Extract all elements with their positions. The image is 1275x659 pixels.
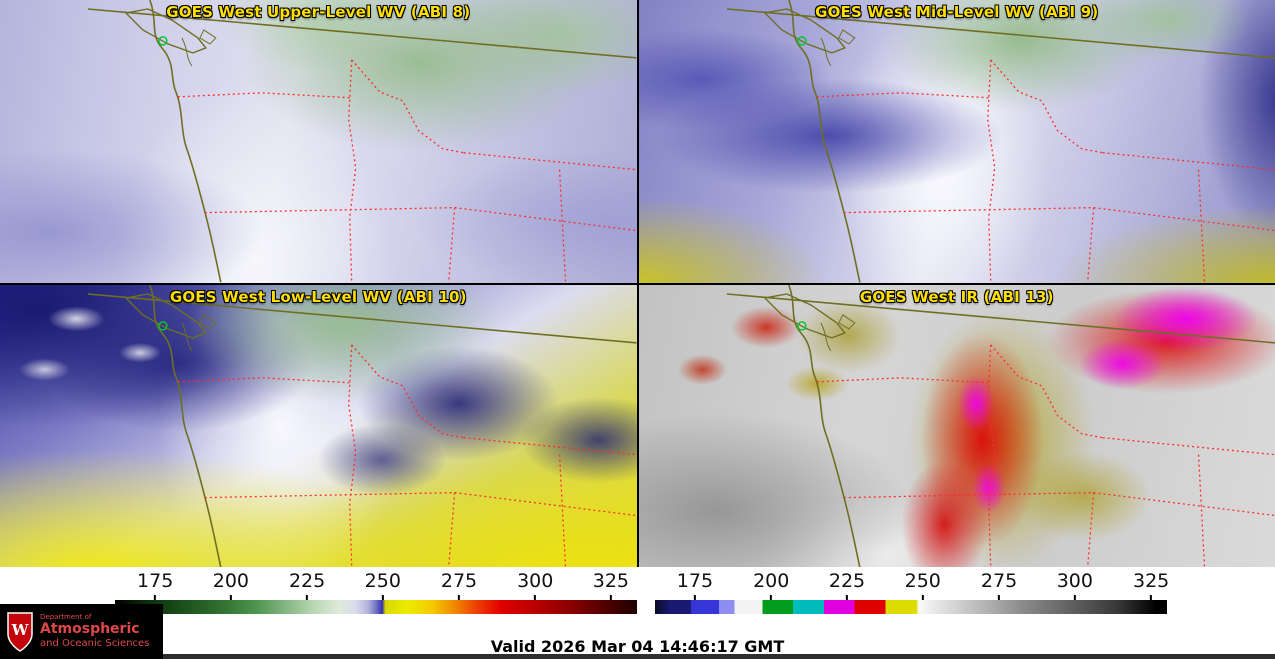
- panel-title: GOES West Upper-Level WV (ABI 8): [166, 3, 471, 21]
- satellite-imagery-abi8: [0, 0, 637, 283]
- tick-label: 200: [753, 570, 790, 592]
- bottom-edge-strip: [163, 654, 1275, 659]
- panel-title: GOES West Mid-Level WV (ABI 9): [815, 3, 1099, 21]
- panel-mid-level-wv: GOES West Mid-Level WV (ABI 9): [638, 0, 1275, 283]
- tick-label: 275: [440, 570, 478, 592]
- map-borders-overlay: [87, 284, 637, 567]
- wv-colorbar: [115, 600, 637, 614]
- panel-title: GOES West Low-Level WV (ABI 10): [169, 287, 467, 306]
- tick-label: 225: [288, 570, 326, 592]
- crest-letter: W: [11, 621, 30, 639]
- panel-title: GOES West IR (ABI 13): [859, 287, 1054, 306]
- satellite-imagery-abi13: [638, 284, 1275, 567]
- satellite-imagery-abi9: [638, 0, 1275, 283]
- tick-label: 250: [904, 570, 941, 592]
- tick-label: 275: [980, 570, 1018, 592]
- logo-dept-label: Department of: [40, 613, 92, 622]
- wv-colorbar-tick-labels: 175 200 225 250 275 300 325: [115, 570, 637, 600]
- map-borders-overlay: [87, 0, 637, 283]
- tick-label: 225: [828, 570, 866, 592]
- panel-low-level-wv: GOES West Low-Level WV (ABI 10): [0, 284, 637, 567]
- tick-label: 300: [517, 570, 554, 592]
- tick-label: 200: [212, 570, 250, 592]
- tick-label: 300: [1056, 570, 1093, 592]
- tick-label: 250: [364, 570, 401, 592]
- satellite-quad-grid: GOES West Upper-Level WV (ABI 8) GOES We…: [0, 0, 1275, 567]
- tick-label: 175: [676, 570, 714, 592]
- valid-time-label: Valid 2026 Mar 04 14:46:17 GMT: [490, 637, 785, 656]
- footer-bar: 175 200 225 250 275 300 325 175 200 225 …: [0, 567, 1275, 659]
- tick-label: 325: [592, 570, 630, 592]
- map-borders-overlay: [725, 284, 1275, 567]
- panel-ir: GOES West IR (ABI 13): [638, 284, 1275, 567]
- logo-atmospheric-label: Atmospheric: [40, 621, 140, 638]
- tick-label: 175: [137, 570, 174, 592]
- map-borders-overlay: [725, 0, 1275, 283]
- tick-label: 325: [1132, 570, 1170, 592]
- ir-colorbar: [655, 600, 1167, 614]
- uw-crest-icon: W: [7, 611, 33, 652]
- satellite-imagery-abi10: [0, 284, 637, 567]
- ir-colorbar-tick-labels: 175 200 225 250 275 300 325: [655, 570, 1170, 600]
- logo-text: Department of Atmospheric and Oceanic Sc…: [40, 613, 150, 649]
- panel-upper-level-wv: GOES West Upper-Level WV (ABI 8): [0, 0, 637, 283]
- logo-oceanic-label: and Oceanic Sciences: [40, 637, 150, 649]
- uw-aos-logo: W Department of Atmospheric and Oceanic …: [0, 604, 163, 659]
